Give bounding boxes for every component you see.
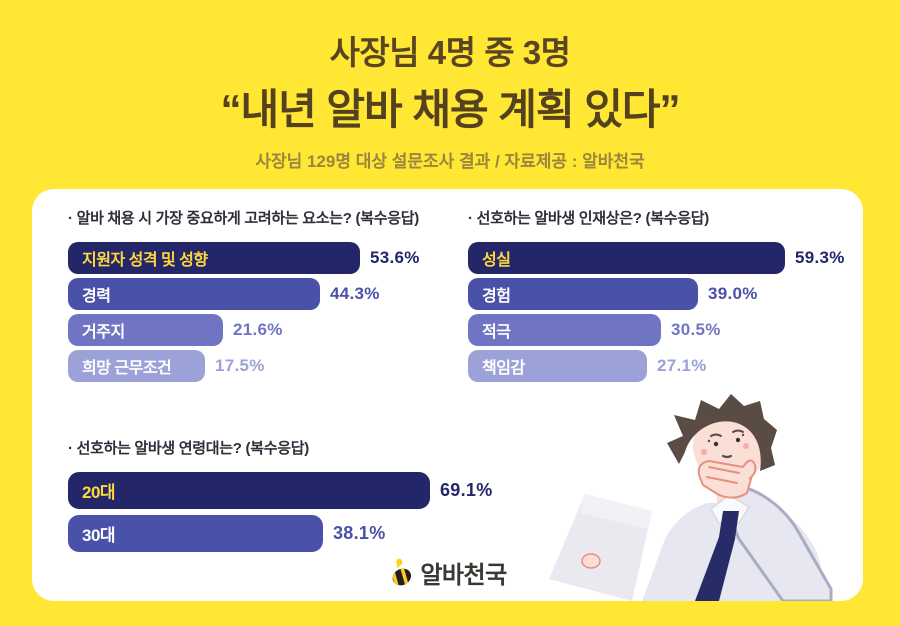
mouth <box>721 454 733 459</box>
logo-text: 알바천국 <box>420 562 507 589</box>
bar: 책임감 <box>468 350 647 382</box>
page-title-line2: “내년 알바 채용 계획 있다” <box>220 86 680 133</box>
hair <box>667 394 777 471</box>
bar-label: 거주지 <box>82 324 125 341</box>
chart-ideal-traits: · 선호하는 알바생 인재상은? (복수응답) 성실 59.3% 경험 39.0… <box>468 207 845 386</box>
bar-group: 지원자 성격 및 성향 53.6% 경력 44.3% 거주지 21.6% 희망 … <box>68 242 420 382</box>
bar-value-label: 59.3% <box>795 248 845 267</box>
thumb <box>742 459 757 480</box>
freckle <box>741 433 745 437</box>
bee-icon <box>390 558 411 588</box>
logo: 알바천국 <box>388 555 507 590</box>
page-title-line1: 사장님 4명 중 3명 <box>329 34 571 71</box>
bar-label: 책임감 <box>482 360 525 377</box>
bar-label: 희망 근무조건 <box>82 360 172 377</box>
bar-value-label: 38.1% <box>333 523 386 543</box>
bar-row: 희망 근무조건 17.5% <box>68 350 420 382</box>
chart-preferred-age: · 선호하는 알바생 연령대는? (복수응답) 20대 69.1% 30대 38… <box>68 437 493 558</box>
bar-value-label: 39.0% <box>708 284 758 303</box>
bar: 성실 <box>468 242 785 274</box>
bar-value-label: 17.5% <box>215 356 265 375</box>
bar-row: 책임감 27.1% <box>468 350 845 382</box>
eye-right <box>735 437 741 443</box>
bar-label: 30대 <box>82 526 116 545</box>
paper-fold <box>580 494 652 529</box>
tie <box>695 511 739 601</box>
bar: 경력 <box>68 278 320 310</box>
bar-label: 20대 <box>82 483 116 502</box>
bar-row: 경험 39.0% <box>468 278 845 310</box>
chart-title: · 선호하는 알바생 연령대는? (복수응답) <box>68 440 309 457</box>
bar: 지원자 성격 및 성향 <box>68 242 360 274</box>
bar-value-label: 30.5% <box>671 320 721 339</box>
bar-row: 경력 44.3% <box>68 278 420 310</box>
blush-left <box>701 449 707 455</box>
left-hand <box>581 553 601 569</box>
bar-label: 경험 <box>482 288 511 305</box>
eyebrow-left <box>710 433 722 437</box>
bar-row: 거주지 21.6% <box>68 314 420 346</box>
bar-value-label: 21.6% <box>233 320 283 339</box>
survey-source-subtitle: 사장님 129명 대상 설문조사 결과 / 자료제공 : 알바천국 <box>255 152 645 171</box>
bar-value-label: 53.6% <box>370 248 420 267</box>
bar-label: 경력 <box>82 288 111 305</box>
illustration-thinking-man <box>549 394 833 601</box>
bar-label: 성실 <box>482 252 511 269</box>
bar-row: 지원자 성격 및 성향 53.6% <box>68 242 420 274</box>
chart-hiring-factors: · 알바 채용 시 가장 중요하게 고려하는 요소는? (복수응답) 지원자 성… <box>68 207 420 386</box>
bar-value-label: 27.1% <box>657 356 707 375</box>
bar-group: 성실 59.3% 경험 39.0% 적극 30.5% 책임감 27 <box>468 242 845 382</box>
bar-value-label: 44.3% <box>330 284 380 303</box>
bar-value-label: 69.1% <box>440 480 493 500</box>
blush-right <box>743 443 749 449</box>
bar: 경험 <box>468 278 698 310</box>
header: 사장님 4명 중 3명 “내년 알바 채용 계획 있다” 사장님 129명 대상… <box>0 26 900 172</box>
eyebrow-right <box>732 429 744 433</box>
bar: 적극 <box>468 314 661 346</box>
bar: 희망 근무조건 <box>68 350 205 382</box>
bar-label: 지원자 성격 및 성향 <box>82 252 208 269</box>
bar-group: 20대 69.1% 30대 38.1% <box>68 472 493 552</box>
finger-lines <box>706 466 740 484</box>
bar-row: 적극 30.5% <box>468 314 845 346</box>
chart-title: · 알바 채용 시 가장 중요하게 고려하는 요소는? (복수응답) <box>68 210 419 227</box>
bar-label: 적극 <box>482 324 511 341</box>
bar-row: 20대 69.1% <box>68 472 493 509</box>
bar: 30대 <box>68 515 323 552</box>
bar-row: 성실 59.3% <box>468 242 845 274</box>
chart-title: · 선호하는 알바생 인재상은? (복수응답) <box>468 210 709 227</box>
bar-row: 30대 38.1% <box>68 515 493 552</box>
survey-results-card: · 알바 채용 시 가장 중요하게 고려하는 요소는? (복수응답) 지원자 성… <box>32 189 863 601</box>
bar: 거주지 <box>68 314 223 346</box>
eye-left <box>713 441 719 447</box>
bar: 20대 <box>68 472 430 509</box>
freckle <box>707 439 711 443</box>
